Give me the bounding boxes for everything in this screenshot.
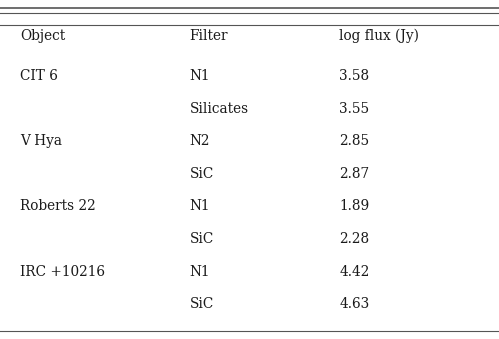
Text: Filter: Filter <box>190 28 228 43</box>
Text: Silicates: Silicates <box>190 102 249 116</box>
Text: SiC: SiC <box>190 232 214 246</box>
Text: Object: Object <box>20 28 65 43</box>
Text: 3.58: 3.58 <box>339 69 369 83</box>
Text: 3.55: 3.55 <box>339 102 369 116</box>
Text: Roberts 22: Roberts 22 <box>20 199 96 214</box>
Text: 4.42: 4.42 <box>339 264 370 279</box>
Text: 2.87: 2.87 <box>339 167 369 181</box>
Text: N1: N1 <box>190 264 210 279</box>
Text: 4.63: 4.63 <box>339 297 370 311</box>
Text: N2: N2 <box>190 134 210 148</box>
Text: log flux (Jy): log flux (Jy) <box>339 28 419 43</box>
Text: IRC +10216: IRC +10216 <box>20 264 105 279</box>
Text: SiC: SiC <box>190 167 214 181</box>
Text: 2.28: 2.28 <box>339 232 369 246</box>
Text: N1: N1 <box>190 199 210 214</box>
Text: 1.89: 1.89 <box>339 199 370 214</box>
Text: N1: N1 <box>190 69 210 83</box>
Text: CIT 6: CIT 6 <box>20 69 58 83</box>
Text: V Hya: V Hya <box>20 134 62 148</box>
Text: 2.85: 2.85 <box>339 134 369 148</box>
Text: SiC: SiC <box>190 297 214 311</box>
